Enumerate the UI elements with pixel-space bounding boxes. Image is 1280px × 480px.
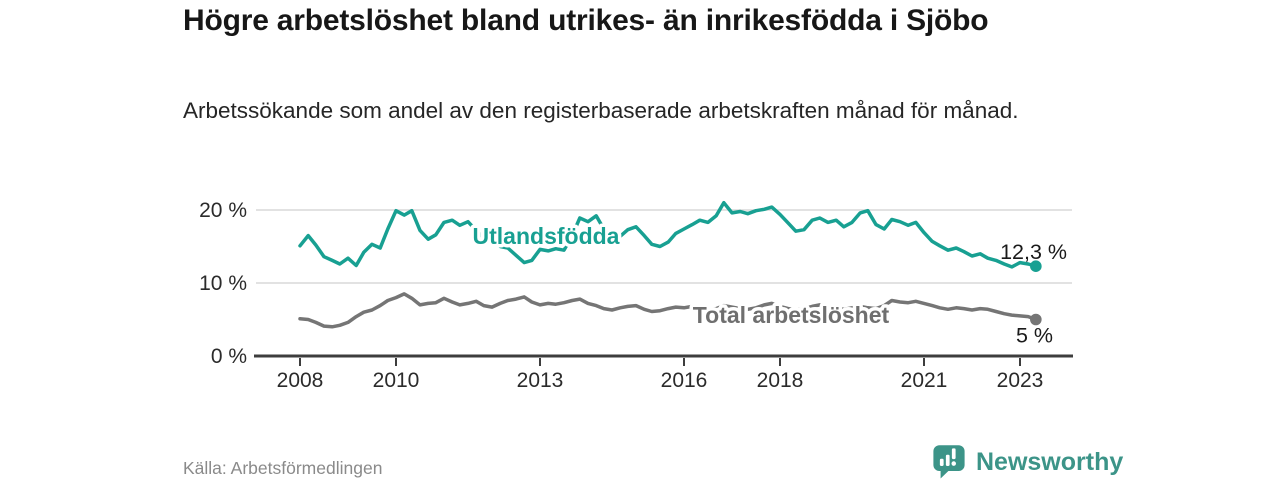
x-tick-label: 2008 <box>277 369 324 392</box>
x-tick-label: 2021 <box>901 369 948 392</box>
newsworthy-logo: Newsworthy <box>931 444 1123 480</box>
series-inline-label-utlandsf-dda: Utlandsfödda <box>473 223 620 249</box>
x-tick-label: 2010 <box>373 369 420 392</box>
chart-subtitle: Arbetssökande som andel av den registerb… <box>183 98 1019 123</box>
source-note: Källa: Arbetsförmedlingen <box>183 458 383 478</box>
x-tick-label: 2023 <box>997 369 1044 392</box>
series-inline-label-total-arbetsl-shet: Total arbetslöshet <box>693 302 890 328</box>
chart-title: Högre arbetslöshet bland utrikes- än inr… <box>183 4 989 37</box>
logo-exclamation-bar <box>951 448 956 460</box>
series-end-label-total-arbetsl-shet: 5 % <box>1016 324 1053 348</box>
logo-bar-short <box>939 458 944 466</box>
newsworthy-logo-icon <box>933 445 965 479</box>
series-end-dot-utlandsf-dda <box>1030 260 1042 273</box>
series-line-total-arbetsl-shet <box>298 292 1038 329</box>
x-tick-label: 2018 <box>757 369 804 392</box>
y-tick-label: 0 % <box>211 345 247 368</box>
y-tick-label: 10 % <box>199 272 247 295</box>
y-tick-label: 20 % <box>199 199 247 222</box>
newsworthy-wordmark: Newsworthy <box>976 447 1124 476</box>
logo-exclamation-dot <box>951 461 957 466</box>
logo-bar-tall <box>945 454 950 466</box>
x-tick-label: 2013 <box>517 369 564 392</box>
series-end-dot-total-arbetsl-shet <box>1030 313 1042 326</box>
series-end-label-utlandsf-dda: 12,3 % <box>1000 240 1067 264</box>
x-tick-label: 2016 <box>661 369 708 392</box>
series-line-utlandsf-dda <box>298 200 1038 269</box>
